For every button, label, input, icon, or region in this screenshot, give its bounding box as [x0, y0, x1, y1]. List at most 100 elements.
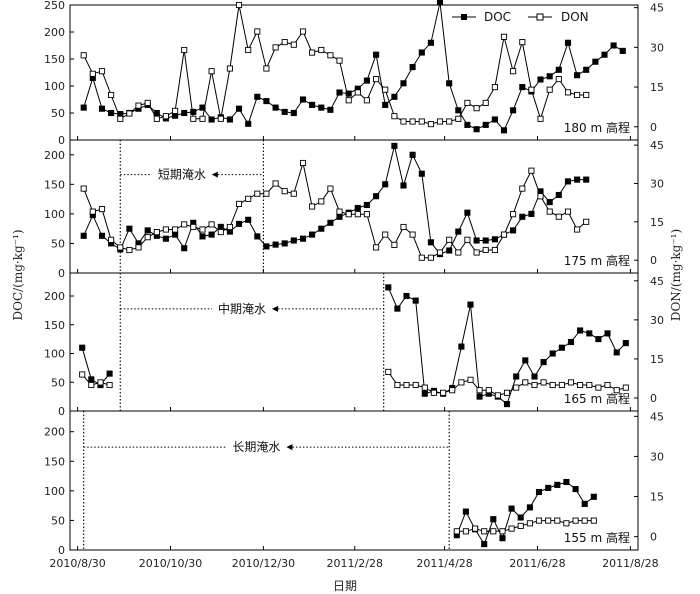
data-point-doc	[400, 80, 407, 87]
data-point-don	[345, 97, 352, 104]
data-point-doc	[98, 105, 106, 112]
series-line-don	[456, 520, 594, 532]
data-point-don	[208, 68, 215, 75]
data-point-don	[327, 185, 334, 192]
data-point-doc	[546, 73, 553, 80]
data-point-don	[327, 52, 334, 59]
data-point-doc	[403, 292, 410, 300]
data-point-doc	[522, 357, 529, 364]
series-don	[80, 159, 590, 261]
data-point-doc	[455, 107, 462, 114]
y-tick-label-right: 30	[650, 177, 664, 190]
data-point-doc	[80, 104, 87, 111]
y-tick-label-right: 0	[650, 531, 657, 544]
data-point-don	[491, 246, 498, 254]
data-point-doc	[299, 235, 307, 242]
y-tick-label-right: 15	[650, 353, 664, 366]
data-point-doc	[473, 237, 480, 244]
panel-4: 0 50 100 150 200 0 15 30 45 长期淹水 155 m 高程	[44, 410, 664, 557]
data-point-don	[564, 208, 572, 215]
data-point-don	[79, 371, 86, 378]
data-point-don	[272, 180, 279, 187]
x-tick-label: 2011/8/28	[602, 557, 658, 570]
data-point-doc	[327, 106, 334, 113]
data-point-doc	[610, 42, 617, 49]
data-point-doc	[513, 373, 520, 380]
y-tick-label-right: 30	[650, 450, 664, 463]
data-point-doc	[373, 51, 380, 58]
data-point-doc	[363, 201, 370, 209]
y-tick-label-left: 50	[51, 376, 65, 389]
data-point-don	[462, 528, 469, 535]
data-point-doc	[583, 66, 590, 73]
data-point-don	[449, 387, 456, 394]
data-point-don	[421, 384, 428, 391]
data-point-don	[455, 249, 462, 256]
data-point-don	[436, 118, 444, 125]
data-point-doc	[590, 493, 597, 500]
x-tick-label: 2011/4/28	[416, 557, 472, 570]
data-point-don	[80, 52, 87, 59]
data-point-don	[545, 517, 552, 524]
data-point-don	[472, 525, 479, 532]
series-don	[79, 368, 629, 399]
data-point-don	[89, 208, 96, 215]
data-point-don	[199, 226, 206, 233]
data-point-doc	[144, 227, 151, 234]
data-point-don	[135, 244, 142, 251]
data-point-don	[144, 234, 151, 241]
data-point-doc	[172, 231, 179, 238]
data-point-don	[97, 379, 104, 386]
data-point-doc	[601, 51, 608, 58]
data-point-don	[453, 528, 460, 535]
data-point-doc	[181, 109, 188, 117]
data-point-don	[345, 211, 352, 218]
data-point-don	[235, 1, 243, 9]
data-point-doc	[391, 142, 398, 149]
data-point-doc	[394, 305, 401, 312]
data-point-doc	[80, 232, 87, 239]
data-point-don	[299, 159, 307, 167]
legend-don-label: DON	[561, 10, 589, 24]
data-point-don	[199, 115, 206, 122]
flood-label: 短期淹水	[158, 168, 206, 182]
legend-doc-marker	[461, 14, 467, 20]
data-point-don	[510, 68, 517, 75]
data-point-don	[554, 517, 561, 524]
data-point-don	[549, 381, 556, 389]
panel-2: 0 50 100 150 200 0 15 30 45 短期淹水 175 m 高程	[44, 139, 664, 280]
data-point-don	[281, 188, 288, 195]
data-point-don	[98, 68, 106, 75]
series-don	[453, 517, 597, 535]
data-point-don	[226, 223, 233, 231]
data-point-don	[564, 89, 572, 96]
data-point-don	[473, 105, 480, 112]
data-point-don	[464, 236, 471, 243]
y-tick-label-right: 45	[650, 275, 664, 288]
y-tick-label-right: 0	[650, 392, 657, 405]
data-point-don	[499, 528, 506, 535]
y-tick-label-right: 0	[650, 254, 657, 267]
y-tick-label-left: 200	[44, 426, 65, 439]
data-point-don	[531, 381, 538, 389]
data-point-don	[455, 115, 462, 122]
panel-frame	[69, 139, 639, 274]
data-point-doc	[554, 481, 561, 488]
data-point-doc	[263, 98, 270, 105]
data-point-doc	[545, 484, 552, 491]
y-tick-label-left: 50	[51, 107, 65, 120]
data-point-don	[336, 57, 343, 64]
x-tick-label: 2011/6/28	[509, 557, 565, 570]
data-point-doc	[540, 359, 547, 366]
series-doc	[80, 0, 626, 134]
data-point-don	[440, 389, 447, 396]
data-point-doc	[106, 370, 113, 377]
data-point-doc	[254, 233, 261, 240]
data-point-doc	[563, 478, 570, 486]
data-point-don	[385, 368, 392, 375]
data-point-doc	[418, 170, 425, 177]
data-point-don	[528, 86, 535, 93]
data-point-doc	[217, 223, 224, 230]
data-point-don	[583, 91, 590, 99]
data-point-don	[500, 33, 508, 40]
